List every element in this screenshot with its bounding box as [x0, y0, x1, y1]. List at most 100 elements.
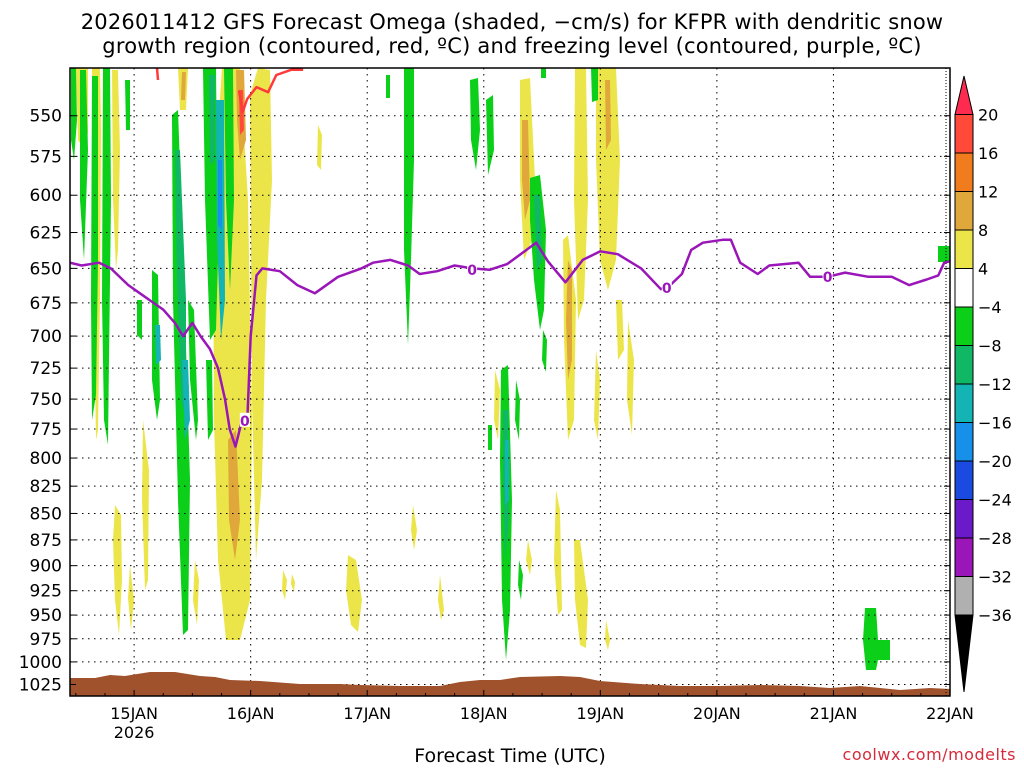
omega-shade-warm: [113, 505, 122, 635]
omega-shade-warm: [554, 490, 562, 615]
omega-shade-warm: [596, 68, 620, 290]
terrain-fill: [70, 672, 950, 696]
omega-shade-green: [938, 246, 950, 262]
dendritic-growth-line: [237, 68, 304, 114]
omega-shade-green: [137, 300, 142, 340]
freezing-level-line: [70, 238, 950, 448]
omega-shade-green: [486, 95, 494, 175]
colorbar-label: −28: [978, 529, 1012, 548]
omega-shade-green: [71, 68, 77, 160]
omega-shade-green: [404, 68, 414, 345]
omega-shade-warm: [616, 300, 624, 360]
freezing-level-label: 0: [240, 414, 250, 430]
colorbar: 20 16 12 8 4 −4 −8 −12 −16 −20 −24 −28 −32 −36: [954, 75, 1012, 693]
chart-title-line2: growth region (contoured, red, ºC) and f…: [102, 34, 922, 58]
omega-shade-warm: [526, 540, 532, 575]
colorbar-bottom-arrow: [954, 614, 974, 693]
omega-shade-warm: [282, 570, 287, 600]
colorbar-label: −32: [978, 568, 1012, 587]
omega-shade-warm: [494, 370, 500, 440]
colorbar-label: −12: [978, 375, 1012, 394]
y-tick-label: 825: [30, 477, 62, 497]
x-tick-sublabel: 2026: [114, 723, 155, 742]
omega-shading: [71, 68, 950, 670]
omega-shade-orange: [228, 430, 240, 560]
x-axis-label: Forecast Time (UTC): [414, 745, 606, 767]
site-credit: coolwx.com/modelts: [842, 745, 1016, 764]
freezing-level-label: 0: [662, 281, 672, 297]
colorbar-label: 8: [978, 221, 988, 240]
omega-shade-green: [125, 80, 130, 130]
omega-shade-green: [863, 608, 890, 670]
omega-shade-green: [488, 425, 492, 450]
chart-title-line1: 2026011412 GFS Forecast Omega (shaded, −…: [80, 10, 944, 34]
freezing-level-label-bg: [661, 279, 672, 294]
omega-shade-warm: [346, 555, 362, 632]
omega-shade-green: [515, 380, 520, 440]
omega-shade-green: [518, 560, 523, 600]
omega-shade-cyan: [505, 440, 509, 505]
omega-shade-green: [470, 78, 480, 170]
colorbar-label: 12: [978, 183, 998, 202]
omega-shade-green: [541, 68, 546, 78]
omega-shade-warm: [574, 540, 588, 648]
x-tick-label: 18JAN: [460, 704, 508, 723]
colorbar-label: −8: [978, 337, 1002, 356]
terrain-surface: [70, 672, 950, 696]
y-tick-label: 800: [30, 449, 62, 469]
omega-shade-warm: [128, 565, 134, 630]
colorbar-segment: [954, 383, 974, 423]
y-tick-label: 575: [30, 147, 62, 167]
x-tick-label: 15JAN: [110, 704, 158, 723]
colorbar-segment: [954, 460, 974, 500]
colorbar-segment: [954, 191, 974, 231]
omega-shade-orange: [522, 120, 530, 220]
colorbar-segment: [954, 422, 974, 462]
y-tick-label: 900: [30, 557, 62, 577]
colorbar-segment: [954, 268, 974, 308]
x-tick-label: 22JAN: [926, 704, 974, 723]
colorbar-label: −20: [978, 452, 1012, 471]
omega-shade-green: [224, 68, 234, 290]
colorbar-segment: [954, 576, 974, 616]
freezing-level-label: 0: [467, 263, 477, 279]
omega-shade-warm: [438, 575, 444, 620]
omega-shade-green: [102, 68, 111, 445]
y-tick-label: 975: [30, 630, 62, 650]
colorbar-segment: [954, 345, 974, 385]
colorbar-label: 4: [978, 260, 988, 279]
colorbar-top-arrow: [954, 75, 974, 115]
colorbar-label: 16: [978, 144, 998, 163]
colorbar-segment: [954, 152, 974, 192]
colorbar-label: −4: [978, 298, 1002, 317]
y-tick-label: 725: [30, 359, 62, 379]
freezing-level-label-bg: [822, 268, 833, 283]
colorbar-segment: [954, 114, 974, 154]
colorbar-label: −16: [978, 414, 1012, 433]
dendritic-growth-line: [155, 68, 160, 81]
colorbar-segment: [954, 499, 974, 539]
y-tick-label: 875: [30, 531, 62, 551]
x-tick-label: 17JAN: [343, 704, 391, 723]
omega-shade-green: [91, 76, 98, 420]
y-tick-label: 950: [30, 606, 62, 626]
y-tick-label: 600: [30, 186, 62, 206]
omega-shade-orange: [181, 72, 186, 100]
y-tick-label: 775: [30, 420, 62, 440]
omega-shade-teal: [209, 75, 215, 165]
y-tick-label: 750: [30, 390, 62, 410]
omega-shade-teal: [175, 150, 186, 420]
y-tick-label: 850: [30, 504, 62, 524]
omega-shade-green: [386, 75, 390, 98]
y-axis: 550 575 600 625 650 675 700 725 750 775 800 825 850 8…: [19, 107, 950, 695]
omega-shade-green: [80, 70, 88, 260]
freezing-level-label-bg: [467, 261, 478, 276]
omega-shade-warm: [142, 420, 149, 590]
omega-shade-orange: [605, 80, 611, 150]
y-tick-label: 1025: [19, 675, 62, 695]
y-tick-label: 1000: [19, 653, 62, 673]
omega-shade-warm: [317, 125, 322, 170]
omega-shade-green: [542, 330, 547, 372]
